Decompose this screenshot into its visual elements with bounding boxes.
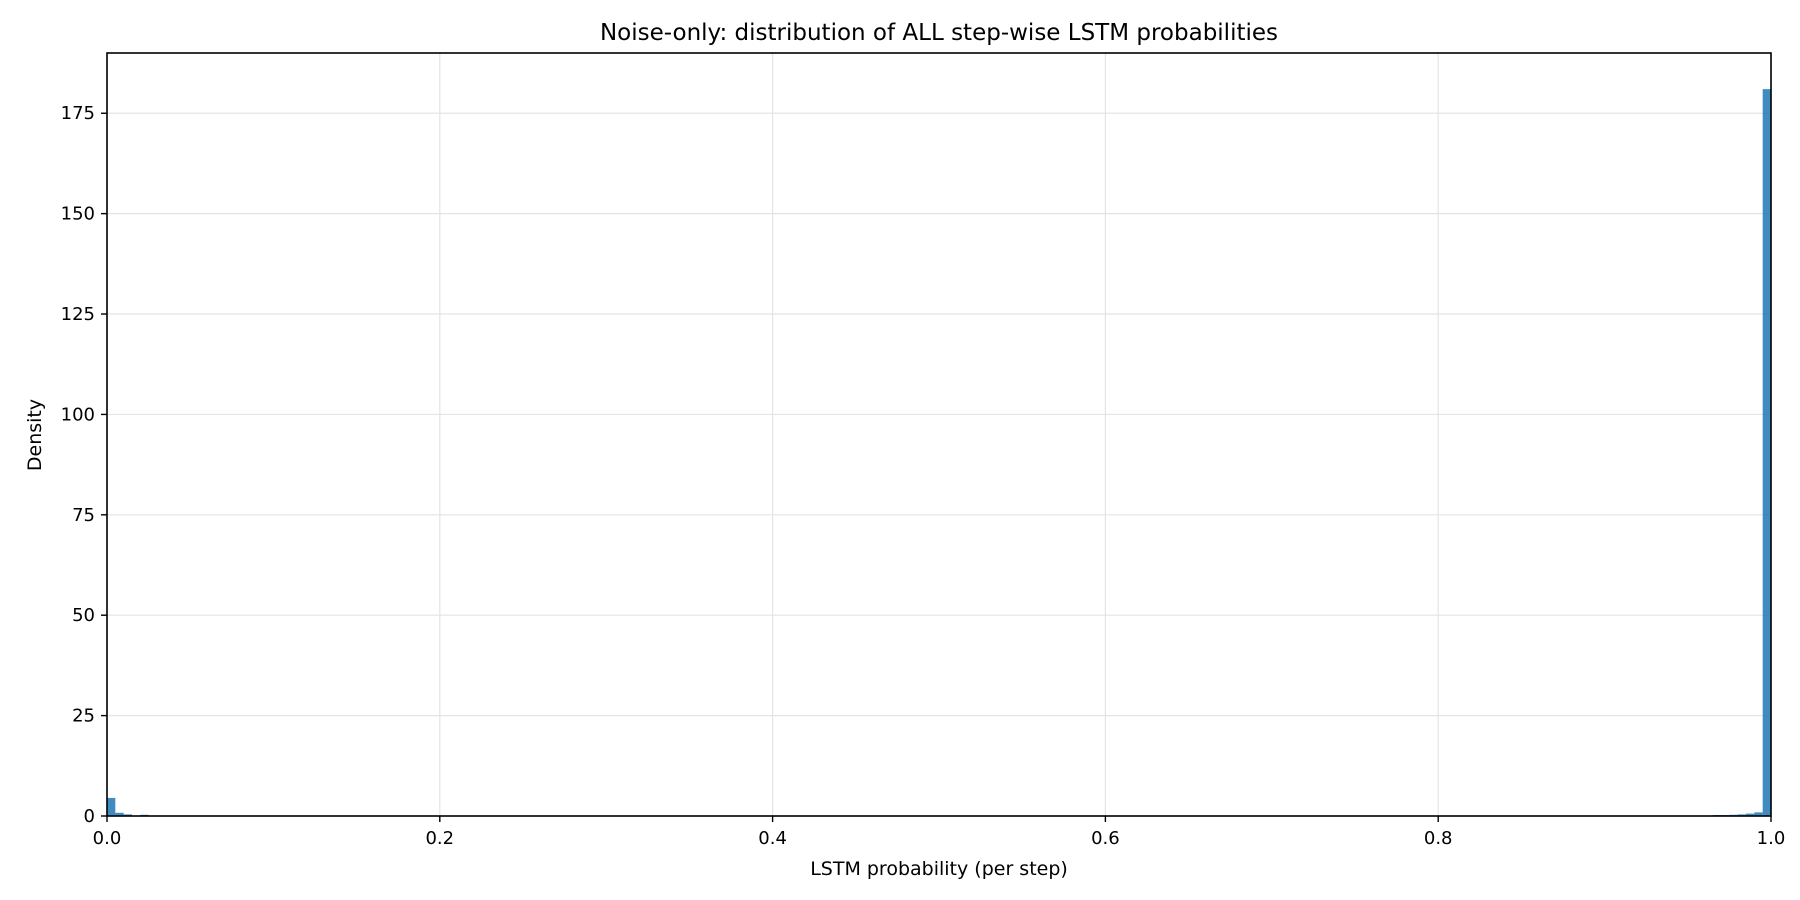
x-tick-label: 0.0 — [93, 828, 122, 849]
x-tick-label: 1.0 — [1757, 828, 1786, 849]
histogram-bar — [1754, 812, 1763, 816]
x-tick-label: 0.4 — [758, 828, 787, 849]
histogram-bar — [1746, 813, 1755, 816]
y-tick-label: 50 — [72, 605, 95, 626]
y-tick-label: 75 — [72, 505, 95, 526]
x-axis-label: LSTM probability (per step) — [810, 858, 1068, 880]
chart-title: Noise-only: distribution of ALL step-wis… — [600, 20, 1278, 46]
x-tick-label: 0.6 — [1091, 828, 1120, 849]
histogram-bars — [107, 89, 1771, 817]
y-tick-label: 175 — [61, 103, 95, 124]
histogram-bar — [1737, 814, 1747, 816]
x-axis-ticks: 0.0 0.2 0.4 0.6 0.8 1.0 — [93, 816, 1786, 849]
grid-lines — [106, 53, 1772, 817]
y-tick-label: 125 — [61, 304, 95, 325]
histogram-bar — [115, 812, 124, 816]
y-axis-label: Density — [24, 399, 46, 471]
x-tick-label: 0.2 — [425, 828, 454, 849]
x-tick-label: 0.8 — [1424, 828, 1453, 849]
histogram-bar — [123, 814, 132, 816]
y-axis-ticks: 0 25 50 75 100 125 150 175 — [61, 103, 107, 827]
y-tick-label: 0 — [84, 806, 95, 827]
y-tick-label: 100 — [61, 404, 95, 425]
plot-frame — [106, 52, 1772, 817]
y-tick-label: 25 — [72, 706, 95, 727]
histogram-bar — [1762, 89, 1771, 817]
y-tick-label: 150 — [61, 204, 95, 225]
histogram-bar — [107, 797, 116, 816]
